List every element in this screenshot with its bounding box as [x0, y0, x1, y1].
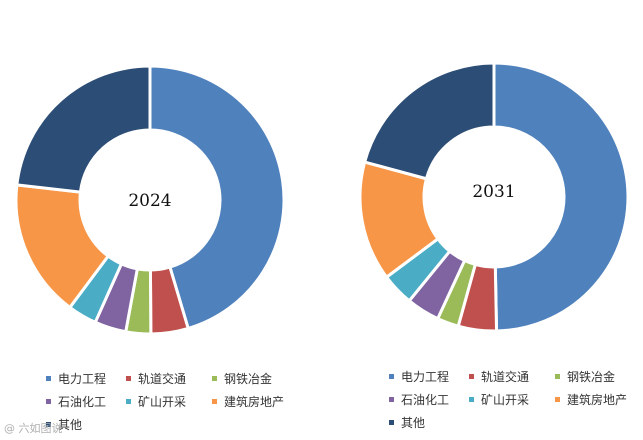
legend-2024: 电力工程 轨道交通 钢铁冶金石油化工 矿山开采 建筑房地产其他 — [46, 370, 302, 433]
legend-label: 建筑房地产 — [224, 395, 285, 409]
slice-2024-0 — [148, 64, 286, 331]
legend-item-2: 钢铁冶金 — [555, 368, 643, 385]
legend-item-2: 钢铁冶金 — [212, 370, 302, 387]
legend-item-4: 矿山开采 — [469, 391, 555, 408]
legend-item-1: 轨道交通 — [469, 368, 555, 385]
legend-label: 建筑房地产 — [567, 393, 628, 407]
legend-2031: 电力工程 轨道交通 钢铁冶金石油化工 矿山开采 建筑房地产其他 — [389, 368, 643, 431]
watermark: @ 六如图说 — [4, 422, 63, 435]
legend-swatch — [212, 376, 217, 381]
legend-swatch — [389, 374, 394, 379]
center-label-2024: 2024 — [128, 191, 171, 211]
legend-label: 石油化工 — [401, 393, 450, 407]
legend-item-4: 矿山开采 — [126, 393, 212, 410]
legend-label: 轨道交通 — [138, 372, 187, 386]
legend-item-0: 电力工程 — [46, 370, 126, 387]
legend-swatch — [46, 422, 51, 427]
legend-item-6: 其他 — [46, 416, 126, 433]
legend-swatch — [126, 399, 131, 404]
legend-item-5: 建筑房地产 — [555, 391, 643, 408]
legend-label: 钢铁冶金 — [567, 370, 616, 384]
donut-chart-2024 — [14, 64, 286, 336]
legend-label: 轨道交通 — [481, 370, 530, 384]
legend-swatch — [555, 397, 560, 402]
legend-swatch — [555, 374, 560, 379]
legend-item-5: 建筑房地产 — [212, 393, 302, 410]
legend-swatch — [389, 397, 394, 402]
legend-item-3: 石油化工 — [46, 393, 126, 410]
donut-charts: 2024 2031 — [14, 61, 630, 336]
legend-swatch — [126, 376, 131, 381]
slice-2031-0 — [492, 61, 630, 333]
legend-swatch — [469, 397, 474, 402]
legend-label: 电力工程 — [58, 372, 107, 386]
legend-swatch — [46, 399, 51, 404]
legend-label: 钢铁冶金 — [224, 372, 273, 386]
legend-label: 其他 — [401, 416, 426, 430]
legend-label: 其他 — [58, 418, 83, 432]
legend-label: 矿山开采 — [481, 393, 530, 407]
legend-swatch — [389, 420, 394, 425]
legend-label: 电力工程 — [401, 370, 450, 384]
legend-swatch — [469, 374, 474, 379]
legend-item-3: 石油化工 — [389, 391, 469, 408]
legend-swatch — [46, 376, 51, 381]
slice-2024-6 — [15, 64, 152, 194]
center-label-2031: 2031 — [472, 182, 515, 202]
legend-label: 矿山开采 — [138, 395, 187, 409]
legend-swatch — [212, 399, 217, 404]
legend-item-0: 电力工程 — [389, 368, 469, 385]
slice-2031-6 — [362, 61, 496, 181]
legend-label: 石油化工 — [58, 395, 107, 409]
legend-item-6: 其他 — [389, 414, 469, 431]
donut-chart-2031 — [358, 61, 630, 333]
legend-item-1: 轨道交通 — [126, 370, 212, 387]
